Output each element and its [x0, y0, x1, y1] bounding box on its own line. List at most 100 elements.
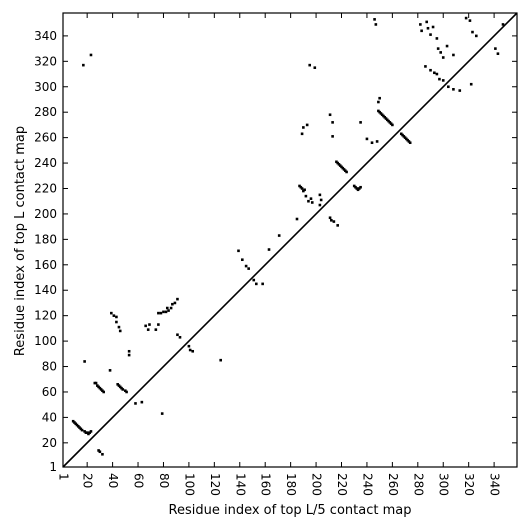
x-tick-label: 60 [132, 473, 146, 488]
point-lower [94, 381, 98, 385]
point-upper [148, 323, 151, 326]
point-lower [160, 412, 164, 415]
y-tick-label: 180 [34, 232, 57, 246]
x-tick-label: 140 [233, 473, 247, 496]
point-lower [435, 72, 439, 76]
point-upper [471, 30, 474, 34]
point-upper [127, 349, 131, 353]
point-lower [307, 199, 310, 203]
point-lower [176, 333, 179, 337]
point-upper [171, 302, 174, 306]
point-lower [309, 197, 313, 200]
point-upper [115, 315, 118, 319]
point-upper [441, 56, 445, 59]
point-lower [102, 390, 105, 394]
point-lower [191, 349, 195, 353]
y-tick-label: 320 [34, 54, 57, 68]
point-lower [318, 203, 322, 207]
point-upper [375, 140, 379, 143]
point-upper [435, 37, 439, 40]
y-tick-label: 220 [34, 181, 57, 195]
point-upper [277, 234, 281, 237]
point-upper [267, 248, 271, 251]
y-tick-label: 280 [34, 105, 57, 119]
point-upper [127, 353, 131, 357]
y-tick-label: 100 [34, 334, 57, 348]
point-upper [173, 301, 177, 305]
x-tick-label: 180 [284, 473, 298, 496]
point-lower [80, 428, 84, 432]
point-lower [332, 220, 336, 223]
x-tick-label: 320 [462, 473, 476, 496]
x-tick-label: 240 [360, 473, 374, 496]
point-upper [261, 282, 264, 286]
point-lower [408, 141, 412, 145]
point-lower [108, 369, 112, 372]
point-upper [241, 258, 244, 262]
x-tick-label: 300 [437, 473, 451, 496]
point-upper [118, 329, 122, 333]
x-tick-label: 160 [259, 473, 273, 496]
point-lower [310, 201, 314, 204]
point-upper [164, 310, 168, 314]
y-tick-label: 200 [34, 207, 57, 221]
point-lower [433, 71, 436, 75]
point-upper [328, 113, 332, 117]
point-lower [304, 194, 308, 198]
y-tick-label: 1 [49, 460, 57, 474]
point-upper [244, 264, 248, 268]
point-upper [169, 306, 173, 310]
point-upper [295, 217, 299, 221]
point-upper [475, 34, 478, 38]
point-upper [359, 121, 362, 124]
x-tick-label: 1 [57, 473, 71, 481]
plot-frame [62, 12, 518, 468]
point-lower [359, 185, 362, 189]
point-lower [121, 388, 125, 391]
y-tick-label: 340 [34, 29, 57, 43]
point-upper [373, 18, 376, 21]
point-upper [154, 328, 158, 331]
point-upper [144, 324, 147, 328]
point-lower [219, 358, 222, 362]
point-upper [445, 44, 449, 48]
point-upper [313, 66, 317, 69]
point-lower [452, 88, 455, 91]
point-upper [159, 311, 163, 315]
point-upper [374, 23, 378, 26]
x-tick-label: 100 [182, 473, 196, 496]
point-upper [300, 132, 304, 136]
point-upper [365, 137, 369, 141]
y-tick-label: 20 [42, 436, 57, 450]
point-upper [165, 306, 169, 310]
point-upper [425, 20, 429, 24]
y-tick-label: 60 [42, 385, 57, 399]
point-upper [162, 310, 165, 314]
point-lower [187, 344, 191, 348]
point-upper [176, 297, 179, 301]
point-upper [237, 249, 240, 253]
y-tick-label: 260 [34, 131, 57, 145]
point-upper [319, 198, 323, 202]
point-upper [318, 193, 322, 197]
point-upper [420, 29, 423, 33]
x-tick-label: 20 [81, 473, 95, 488]
point-lower [300, 187, 304, 190]
point-lower [345, 170, 348, 174]
point-upper [370, 141, 374, 145]
x-tick-label: 280 [411, 473, 425, 496]
point-lower [178, 335, 182, 339]
point-upper [252, 278, 256, 282]
point-upper [496, 52, 500, 55]
point-lower [330, 218, 333, 222]
x-tick-label: 340 [488, 473, 502, 496]
point-upper [140, 400, 144, 404]
point-upper [82, 63, 85, 67]
x-tick-label: 200 [310, 473, 324, 496]
point-upper [452, 53, 455, 57]
x-axis-label: Residue index of top L/5 contact map [169, 503, 412, 518]
point-lower [469, 82, 473, 86]
point-upper [439, 51, 442, 54]
x-tick-label: 260 [386, 473, 400, 496]
point-upper [83, 360, 86, 363]
